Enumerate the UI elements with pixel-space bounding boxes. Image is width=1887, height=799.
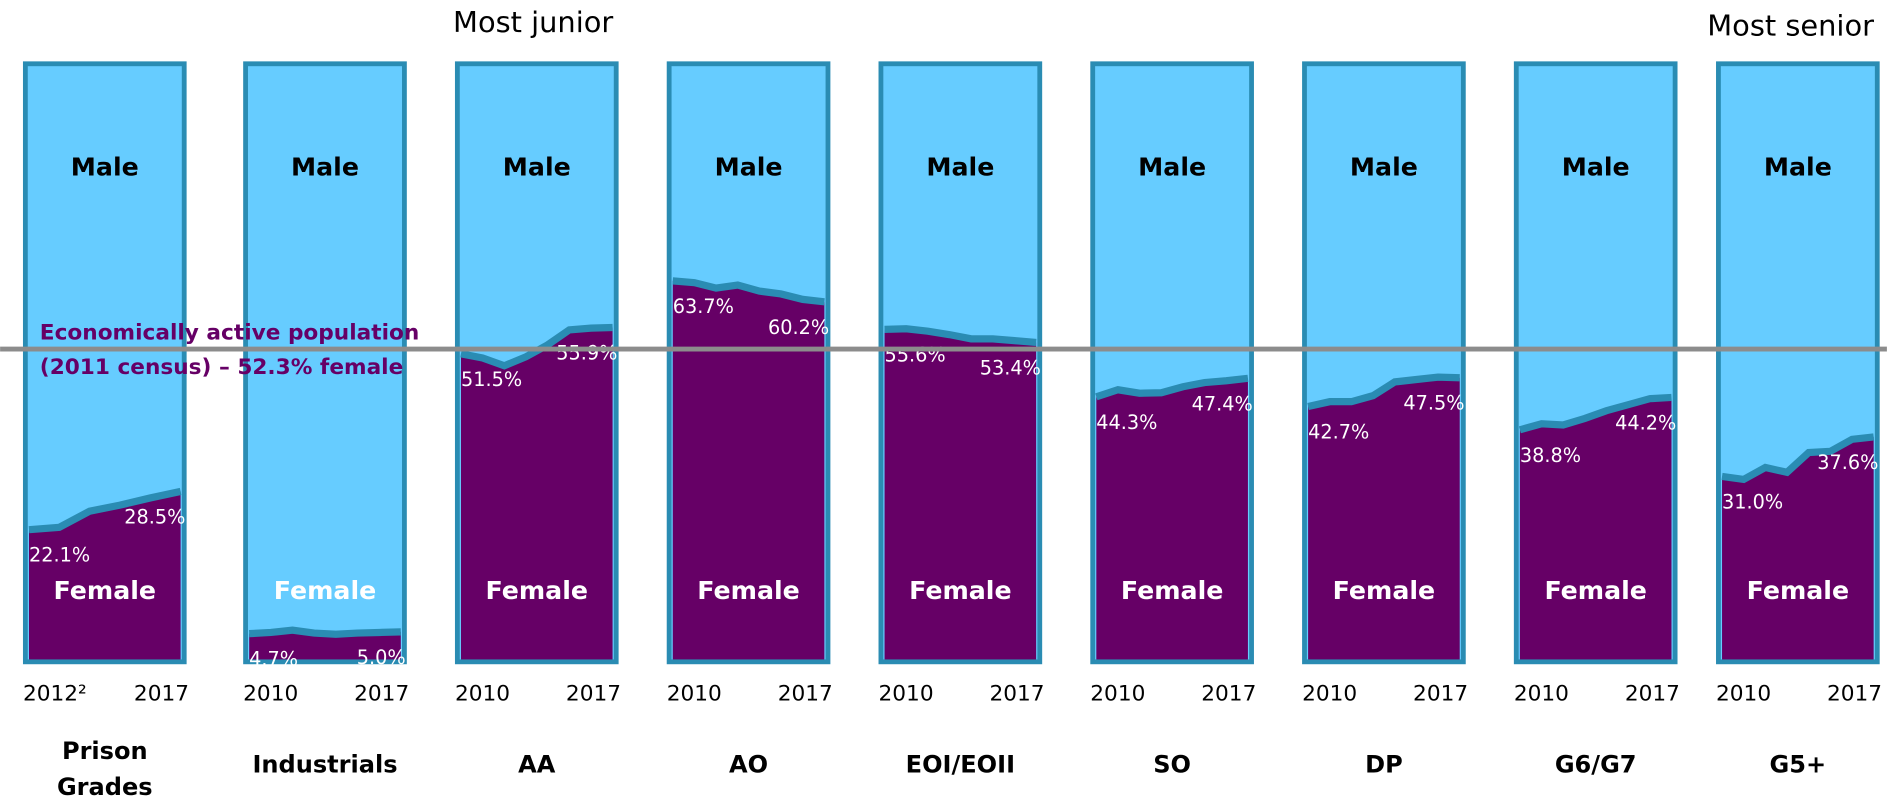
female-label: Female [1747, 576, 1849, 605]
x-tick-label: 2017 [1625, 681, 1680, 706]
male-label: Male [1562, 152, 1630, 181]
value-label: 22.1% [29, 544, 90, 567]
female-label: Female [1544, 576, 1646, 605]
x-tick-label: 2017 [990, 681, 1045, 706]
panel-border [1302, 61, 1466, 665]
female-area [249, 630, 401, 662]
value-label: 44.2% [1615, 411, 1676, 434]
female-label: Female [1333, 576, 1435, 605]
panel-border [243, 61, 407, 665]
value-label: 31.0% [1722, 490, 1783, 513]
male-label: Male [1138, 152, 1206, 181]
category-label: EOI/EOII [906, 750, 1015, 778]
panel-border [666, 61, 831, 665]
x-tick-label: 2017 [1413, 681, 1468, 706]
female-line [1518, 393, 1672, 434]
female-area [1519, 397, 1672, 662]
female-label: Female [274, 576, 376, 605]
value-label: 55.9% [556, 341, 617, 364]
panel-border [878, 61, 1043, 665]
value-label: 5.0% [357, 646, 406, 669]
x-tick-label: 2017 [1201, 681, 1256, 706]
female-line [248, 626, 401, 638]
female-area [460, 327, 613, 662]
x-tick-label: 2010 [1716, 681, 1771, 706]
female-label: Female [1121, 576, 1223, 605]
x-tick-label: 2010 [879, 681, 934, 706]
value-label: 4.7% [249, 648, 298, 671]
female-area [28, 491, 181, 662]
female-line [1095, 374, 1249, 401]
category-label: SO [1153, 750, 1191, 778]
x-tick-label: 2010 [455, 681, 510, 706]
x-tick-label: 2017 [134, 681, 189, 706]
category-label: AA [518, 750, 556, 778]
x-tick-label: 2010 [1302, 681, 1357, 706]
female-area [1722, 436, 1874, 662]
value-label: 28.5% [124, 505, 185, 528]
panel-border [1716, 61, 1880, 665]
x-tick-label: 2017 [778, 681, 833, 706]
x-tick-label: 2017 [354, 681, 409, 706]
male-label: Male [503, 152, 571, 181]
female-area [1308, 377, 1460, 662]
female-label: Female [697, 576, 799, 605]
value-label: 42.7% [1308, 420, 1369, 443]
female-area [1096, 378, 1248, 662]
male-label: Male [715, 152, 783, 181]
reference-label: (2011 census) – 52.3% female [40, 355, 403, 380]
category-label: DP [1365, 750, 1403, 778]
panel-border [1513, 61, 1678, 665]
panel-border [1090, 61, 1254, 665]
male-area [245, 63, 405, 662]
value-label: 60.2% [768, 316, 829, 339]
value-label: 47.5% [1403, 392, 1464, 415]
x-tick-label: 2017 [566, 681, 621, 706]
category-label: Grades [57, 773, 153, 799]
category-label: AO [729, 750, 768, 778]
female-label: Female [54, 576, 156, 605]
value-label: 53.4% [980, 356, 1041, 379]
x-tick-label: 2010 [1090, 681, 1145, 706]
female-line [884, 325, 1037, 347]
category-label: G6/G7 [1555, 750, 1637, 778]
category-label: Prison [62, 737, 148, 765]
female-line [1307, 373, 1460, 411]
value-label: 38.8% [1520, 444, 1581, 467]
category-label: Industrials [252, 750, 397, 778]
male-label: Male [926, 152, 994, 181]
reference-label: Economically active population [40, 320, 419, 345]
female-line [1721, 433, 1875, 484]
value-label: 63.7% [673, 295, 734, 318]
value-label: 47.4% [1192, 392, 1253, 415]
x-tick-label: 2010 [667, 681, 722, 706]
male-label: Male [1764, 152, 1832, 181]
female-area [672, 280, 825, 662]
female-area [884, 328, 1037, 662]
value-label: 37.6% [1817, 451, 1878, 474]
value-label: 51.5% [461, 368, 522, 391]
x-tick-label: 2010 [1514, 681, 1569, 706]
category-label: G5+ [1770, 750, 1827, 778]
female-line [28, 487, 182, 534]
panel-border [454, 61, 619, 665]
value-label: 44.3% [1096, 411, 1157, 434]
male-label: Male [1350, 152, 1418, 181]
x-tick-label: 2017 [1827, 681, 1882, 706]
header: Most senior [1707, 9, 1874, 43]
female-label: Female [909, 576, 1011, 605]
male-label: Male [71, 152, 139, 181]
x-tick-label: 2010 [243, 681, 298, 706]
female-label: Female [486, 576, 588, 605]
female-line [672, 277, 825, 306]
x-tick-label: 2012² [23, 681, 87, 706]
male-label: Male [291, 152, 359, 181]
panel-border [22, 61, 187, 665]
header: Most junior [453, 5, 613, 39]
